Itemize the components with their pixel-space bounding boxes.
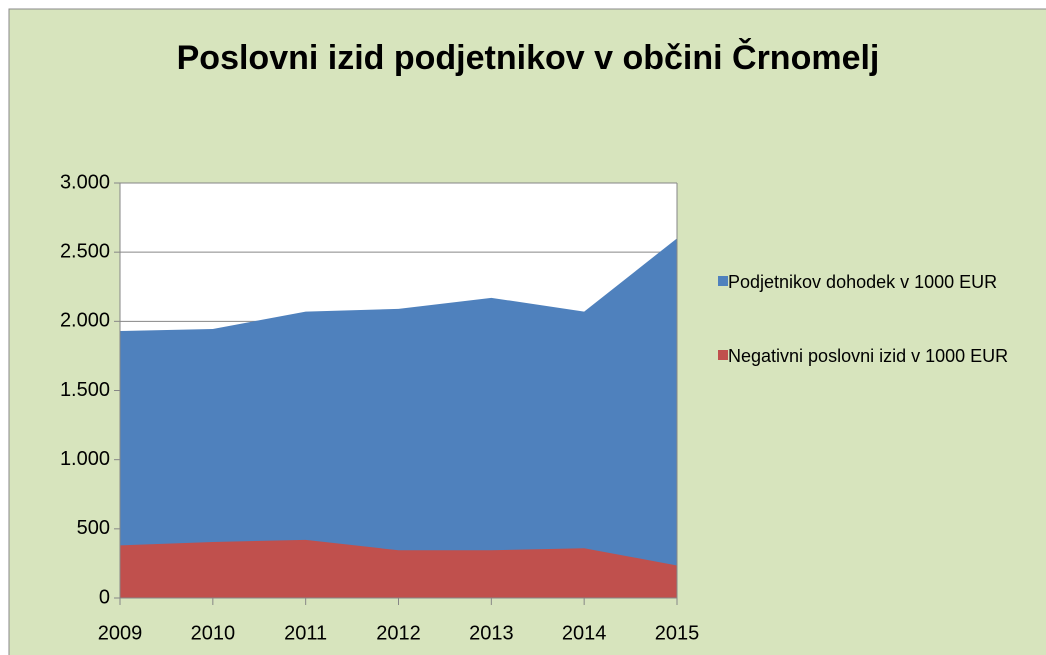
legend-swatch — [718, 350, 728, 360]
y-tick-label: 500 — [77, 517, 110, 539]
x-tick-label: 2014 — [562, 622, 607, 644]
y-tick-label: 3.000 — [60, 171, 110, 193]
y-tick-label: 2.500 — [60, 240, 110, 262]
x-tick-label: 2015 — [655, 622, 700, 644]
area — [120, 238, 677, 599]
x-tick-label: 2009 — [98, 622, 143, 644]
y-tick-label: 1.000 — [60, 448, 110, 470]
legend-label: Negativni poslovni izid v 1000 EUR — [728, 346, 1009, 366]
x-tick-label: 2010 — [191, 622, 236, 644]
y-tick-label: 1.500 — [60, 379, 110, 401]
y-tick-label: 2.000 — [60, 310, 110, 332]
chart-title: Poslovni izid podjetnikov v občini Črnom… — [177, 38, 880, 77]
legend-swatch — [718, 276, 728, 286]
area — [120, 539, 677, 598]
y-tick-label: 0 — [99, 586, 110, 608]
legend-label: Podjetnikov dohodek v 1000 EUR — [728, 272, 998, 292]
x-tick-label: 2013 — [469, 622, 514, 644]
x-tick-label: 2011 — [284, 622, 327, 644]
x-tick-label: 2012 — [376, 622, 421, 644]
